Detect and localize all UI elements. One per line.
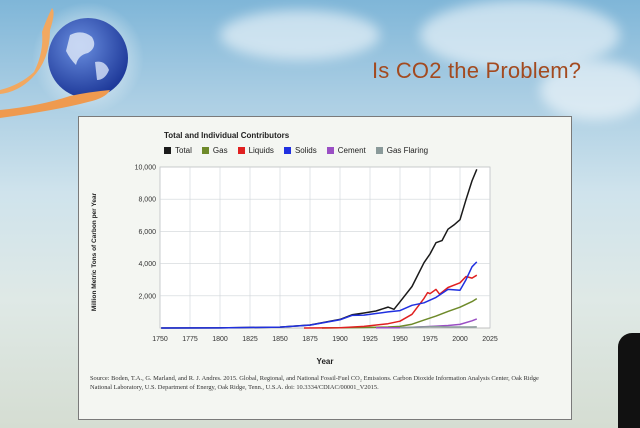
x-tick-label: 1925 (362, 336, 378, 343)
legend-swatch-cement (326, 147, 334, 154)
legend-label-gas: Gas (212, 146, 228, 155)
x-tick-label: 1825 (242, 336, 258, 343)
x-tick-label: 1950 (392, 336, 408, 343)
legend-swatch-gas-flaring (375, 147, 383, 154)
legend-item-gas: Gas (201, 146, 228, 155)
legend-label-liquids: Liquids (248, 146, 274, 155)
y-axis-label: Million Metric Tons of Carbon per Year (91, 192, 98, 311)
x-tick-label: 1900 (332, 336, 348, 343)
series-line-gas-flaring (399, 325, 477, 329)
legend-swatch-liquids (237, 147, 245, 154)
source-citation: Source: Boden, T.A., G. Marland, and R. … (90, 375, 539, 391)
series-line-liquids (303, 274, 478, 329)
x-tick-label: 1775 (182, 336, 198, 343)
y-tick-label: 10,000 (135, 165, 157, 172)
x-tick-label: 2025 (482, 336, 498, 343)
emissions-line-chart: 1750 1775 1800 1825 1850 1875 1900 1925 1950 1975… (91, 165, 498, 367)
y-tick-label: 6,000 (138, 229, 156, 236)
legend-item-total: Total (164, 146, 192, 155)
x-tick-label: 1850 (272, 336, 288, 343)
slide-title: Is CO2 the Problem? (372, 58, 582, 83)
x-tick-label: 1800 (212, 336, 228, 343)
chart-ticks: 1750 1775 1800 1825 1850 1875 1900 1925 1950 1975… (135, 165, 498, 344)
series-line-solids (161, 261, 478, 329)
legend-item-gas-flaring: Gas Flaring (375, 146, 429, 155)
x-tick-label: 2000 (452, 336, 468, 343)
legend-label-gas-flaring: Gas Flaring (386, 146, 429, 155)
y-tick-label: 2,000 (138, 293, 156, 300)
chart-series (161, 169, 478, 329)
legend-swatch-total (164, 147, 171, 154)
y-tick-label: 4,000 (138, 261, 156, 268)
chart-grid (159, 166, 491, 329)
legend-swatch-gas (201, 147, 209, 154)
presenter-silhouette (618, 333, 640, 428)
legend-item-cement: Cement (326, 146, 366, 155)
y-tick-label: 8,000 (138, 197, 156, 204)
plot-area (159, 166, 491, 329)
legend-item-solids: Solids (283, 146, 317, 155)
legend-item-liquids: Liquids (237, 146, 274, 155)
series-line-gas (321, 297, 478, 329)
legend-label-total: Total (175, 146, 192, 155)
x-tick-label: 1875 (302, 336, 318, 343)
x-tick-label: 1975 (422, 336, 438, 343)
x-axis-label: Year (317, 357, 334, 366)
x-tick-label: 1750 (152, 336, 168, 343)
chart-title: Total and Individual Contributors (164, 131, 290, 140)
chart-legend: Total Gas Liquids Solids Cement Gas Flar… (164, 146, 428, 155)
legend-swatch-solids (283, 147, 291, 154)
legend-label-cement: Cement (337, 146, 366, 155)
legend-label-solids: Solids (294, 146, 317, 155)
globe-hands-logo (0, 2, 144, 118)
